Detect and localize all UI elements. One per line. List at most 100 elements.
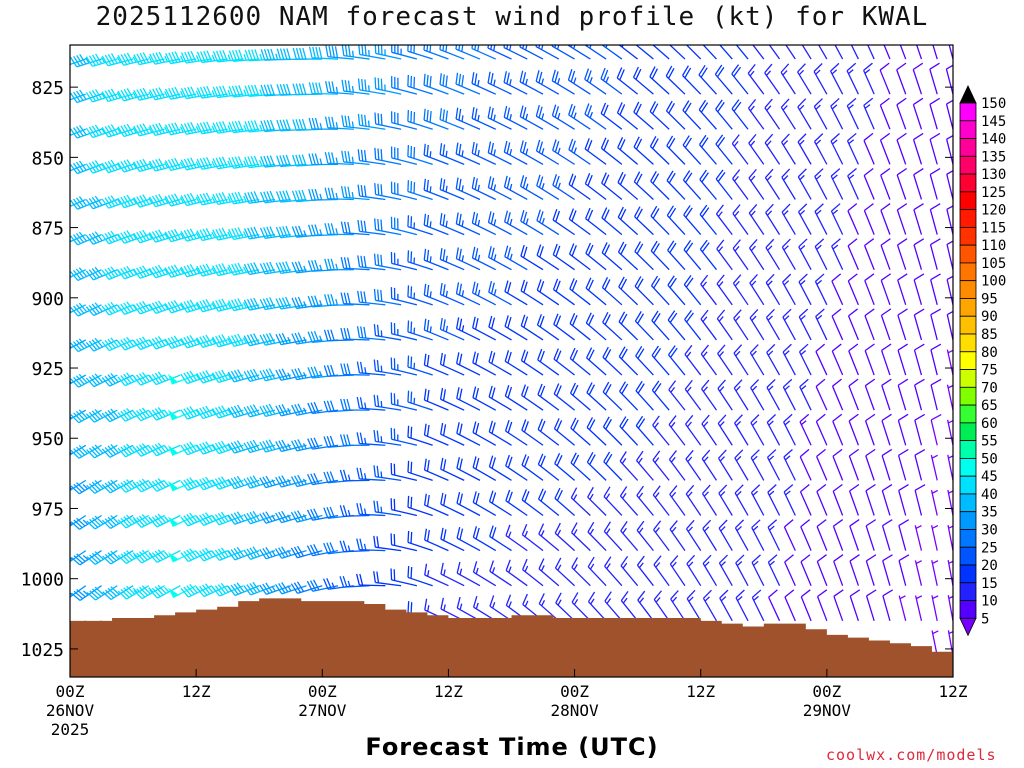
barb-half-feather xyxy=(719,386,725,392)
wind-barb xyxy=(373,288,402,306)
barb-feather xyxy=(180,445,189,456)
barb-feather xyxy=(568,208,575,220)
barb-feather xyxy=(205,512,214,523)
wind-barb xyxy=(682,100,702,130)
barb-staff xyxy=(375,370,402,376)
barb-staff xyxy=(375,158,402,166)
barb-feather xyxy=(206,85,213,97)
barb-staff xyxy=(634,251,654,271)
barb-feather xyxy=(230,442,239,453)
wind-barb xyxy=(831,343,844,376)
wind-barb xyxy=(324,116,354,130)
barb-half-feather xyxy=(622,597,628,604)
barb-feather xyxy=(636,485,644,496)
barb-half-feather xyxy=(767,280,773,286)
barb-staff xyxy=(202,304,228,313)
barb-feather xyxy=(158,229,166,240)
barb-staff xyxy=(865,560,875,586)
barb-feather xyxy=(75,232,85,243)
colorbar-swatch xyxy=(959,546,977,566)
barb-feather xyxy=(149,589,158,599)
wind-barb xyxy=(897,273,908,306)
barb-feather xyxy=(330,223,335,235)
barb-feather xyxy=(45,555,54,562)
barb-feather xyxy=(649,136,657,147)
barb-feather xyxy=(307,402,313,414)
barb-feather xyxy=(70,414,80,424)
wind-barb xyxy=(503,71,528,95)
barb-feather xyxy=(617,171,624,183)
barb-feather xyxy=(189,299,197,310)
barb-staff xyxy=(733,317,749,341)
barb-staff xyxy=(714,73,733,95)
barb-feather xyxy=(572,384,579,396)
barb-feather xyxy=(373,253,377,266)
barb-staff xyxy=(391,192,418,201)
barb-staff xyxy=(601,182,623,200)
barb-staff xyxy=(407,190,433,201)
barb-staff xyxy=(343,373,370,376)
wind-barb xyxy=(897,343,909,376)
barb-feather xyxy=(89,554,99,564)
barb-feather xyxy=(410,496,413,509)
barb-staff xyxy=(914,525,923,551)
barb-feather xyxy=(946,275,953,281)
barb-half-feather xyxy=(163,374,169,381)
wind-barb xyxy=(505,454,528,481)
wind-barb xyxy=(554,557,576,587)
barb-feather xyxy=(733,66,742,77)
barb-staff xyxy=(587,496,607,516)
barb-feather xyxy=(800,484,810,493)
barb-feather xyxy=(668,172,676,184)
barb-staff xyxy=(584,148,607,165)
barb-feather xyxy=(600,67,606,79)
barb-staff xyxy=(79,550,102,566)
barb-feather xyxy=(214,514,223,525)
barb-feather xyxy=(604,591,612,602)
barb-feather xyxy=(243,585,252,596)
barb-feather xyxy=(183,479,192,490)
barb-feather xyxy=(276,155,282,167)
barb-staff xyxy=(698,109,717,130)
barb-feather xyxy=(360,291,364,303)
barb-feather xyxy=(253,297,260,309)
barb-feather xyxy=(168,123,175,135)
wind-barb xyxy=(455,177,481,201)
barb-feather xyxy=(701,172,709,183)
barb-staff xyxy=(946,174,953,200)
barb-feather xyxy=(522,141,527,154)
barb-half-feather xyxy=(459,603,463,610)
wind-barb xyxy=(864,378,876,411)
barb-feather xyxy=(617,137,624,148)
wind-barb xyxy=(846,97,859,130)
barb-half-feather xyxy=(799,35,803,39)
barb-feather xyxy=(455,282,460,294)
barb-feather xyxy=(601,242,608,254)
barb-staff xyxy=(768,596,781,622)
barb-staff xyxy=(764,72,781,95)
barb-half-feather xyxy=(688,596,694,602)
wind-barb xyxy=(101,195,134,209)
barb-feather xyxy=(946,170,953,175)
barb-staff xyxy=(553,289,575,306)
barb-feather xyxy=(800,554,811,563)
barb-staff xyxy=(519,81,544,95)
wind-barb xyxy=(196,228,228,242)
barb-staff xyxy=(880,174,891,200)
wind-barb xyxy=(684,379,702,411)
barb-feather xyxy=(189,335,197,346)
barb-feather xyxy=(701,414,710,425)
barb-feather xyxy=(538,71,543,84)
barb-feather xyxy=(252,404,260,415)
barb-feather xyxy=(326,542,332,554)
barb-half-feather xyxy=(831,69,838,75)
barb-staff xyxy=(653,529,670,551)
barb-feather xyxy=(78,444,88,454)
barb-feather xyxy=(536,314,542,326)
barb-feather xyxy=(296,581,305,592)
barb-feather xyxy=(536,174,541,186)
wind-barb xyxy=(70,480,71,482)
wind-barb xyxy=(832,448,844,481)
wind-barb xyxy=(275,510,307,524)
barb-half-feather xyxy=(227,302,232,309)
